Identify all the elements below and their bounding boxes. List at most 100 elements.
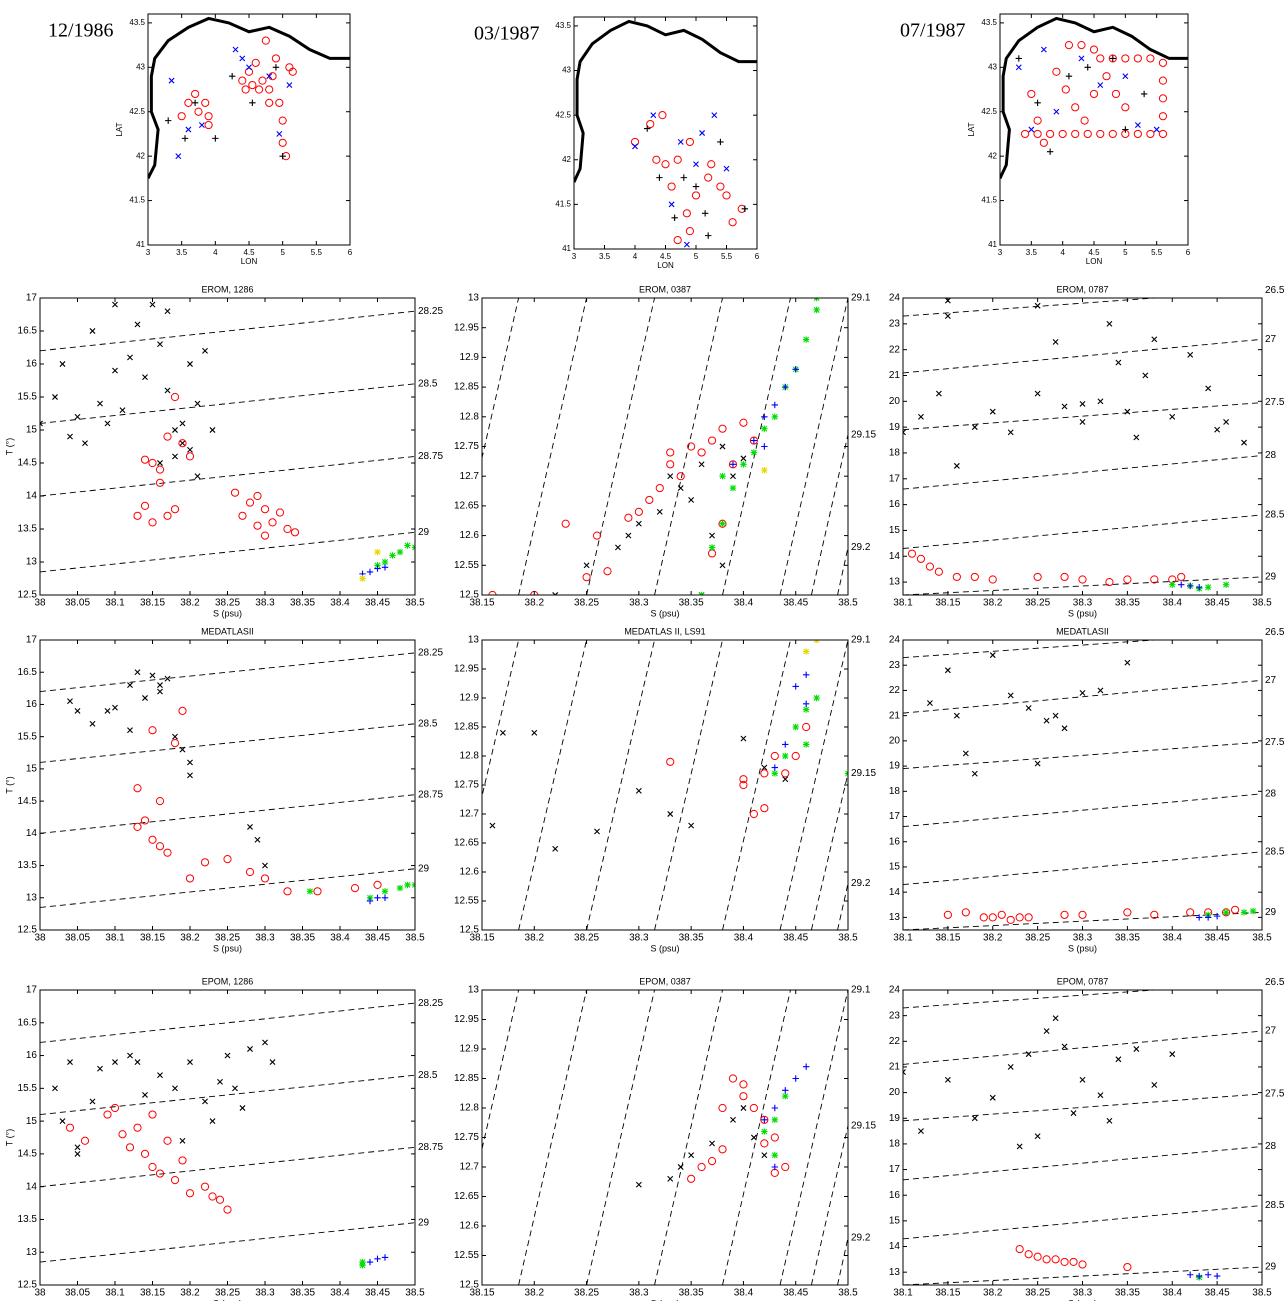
- point: [185, 1189, 195, 1198]
- y-tick-label: 42.5: [129, 107, 145, 116]
- point: [961, 908, 970, 917]
- y-tick-label: 42.5: [555, 110, 571, 119]
- isopycnal: [837, 883, 848, 930]
- plot-area: [40, 1002, 415, 1269]
- y-tick-label: 17: [889, 473, 901, 484]
- point: [208, 1192, 217, 1201]
- x-tick-label: 38.2: [983, 1288, 1003, 1299]
- point: [103, 1110, 112, 1119]
- point: [142, 1091, 148, 1098]
- axes-frame: [39, 989, 416, 1286]
- point: [1133, 434, 1140, 441]
- y-tick-label: 18: [889, 786, 901, 797]
- isopycnal-label: 28.25: [418, 648, 443, 659]
- point: [687, 442, 696, 451]
- point: [74, 1144, 81, 1151]
- point: [179, 420, 186, 427]
- y-tick-label: 14: [26, 491, 38, 502]
- point: [1007, 429, 1014, 436]
- isopycnal: [903, 1093, 1262, 1122]
- x-tick-label: 38.3: [255, 933, 275, 944]
- point: [1027, 89, 1036, 99]
- y-tick-label: 17: [889, 1164, 901, 1175]
- point: [802, 741, 810, 748]
- x-tick-label: 38.25: [1025, 598, 1050, 609]
- point: [127, 1052, 133, 1059]
- x-tick-label: 38.45: [365, 933, 390, 944]
- y-axis-label: T (°): [4, 776, 14, 793]
- x-tick-label: 38.4: [330, 1288, 350, 1299]
- point: [276, 130, 283, 137]
- y-tick-label: 13: [889, 577, 901, 588]
- y-tick-label: 16: [889, 499, 901, 510]
- point: [603, 567, 612, 576]
- point: [749, 1103, 758, 1113]
- x-axis-label: S (psu): [1068, 1298, 1097, 1301]
- y-tick-label: 13: [26, 1247, 38, 1258]
- x-tick-label: 5.5: [311, 248, 323, 257]
- x-tick-label: 38.45: [783, 1288, 808, 1299]
- point: [658, 111, 667, 120]
- point: [278, 138, 287, 147]
- point: [187, 446, 193, 453]
- x-tick-label: 4.5: [243, 248, 255, 257]
- coastline: [1000, 16, 1188, 180]
- point: [1158, 112, 1168, 121]
- point: [645, 495, 654, 505]
- isopycnal: [40, 383, 415, 424]
- x-tick-label: 38.5: [838, 598, 858, 609]
- point: [204, 112, 213, 121]
- point: [739, 775, 748, 784]
- x-tick-label: 38.35: [1115, 1288, 1140, 1299]
- point: [646, 119, 655, 129]
- point: [217, 1078, 223, 1085]
- y-tick-label: 12.65: [454, 1191, 479, 1202]
- axes-frame: [999, 13, 1189, 246]
- point: [761, 1152, 768, 1159]
- point: [1060, 910, 1069, 919]
- point: [97, 1065, 103, 1072]
- point: [697, 448, 706, 457]
- isopycnal-label: 29.15: [851, 429, 876, 440]
- point: [718, 424, 727, 433]
- point: [223, 1205, 232, 1214]
- plot-area: [903, 298, 1262, 595]
- point: [770, 1133, 779, 1142]
- point: [625, 532, 632, 539]
- isopycnal: [903, 338, 1262, 374]
- point: [1146, 129, 1155, 139]
- isopycnal-label: 29.1: [851, 293, 871, 304]
- point: [771, 1163, 778, 1171]
- point: [200, 1182, 210, 1191]
- y-tick-label: 19: [889, 1113, 901, 1124]
- x-tick-label: 6: [1186, 248, 1191, 257]
- point: [1052, 338, 1059, 345]
- isopycnal-label: 29: [1265, 1262, 1277, 1273]
- x-tick-label: 38.15: [140, 598, 165, 609]
- point: [1123, 575, 1132, 584]
- panel: 38 38.05 38.1 38.15 38.2 38.25 38.3 38.35 38.4 38…: [4, 976, 443, 1301]
- x-tick-label: 3: [146, 248, 151, 257]
- x-tick-label: 38.4: [330, 933, 350, 944]
- point: [232, 1085, 238, 1092]
- y-tick-label: 41: [562, 244, 571, 253]
- point: [1195, 914, 1203, 921]
- point: [170, 505, 180, 514]
- point: [728, 460, 738, 469]
- y-tick-label: 19: [889, 422, 901, 433]
- point: [1061, 403, 1068, 410]
- point: [1146, 54, 1155, 63]
- point: [770, 1168, 779, 1178]
- point: [926, 700, 933, 706]
- point: [1213, 1272, 1221, 1280]
- point: [288, 67, 297, 76]
- point: [1158, 129, 1168, 139]
- y-tick-label: 41.5: [555, 199, 571, 208]
- y-tick-label: 12.75: [454, 441, 479, 452]
- y-tick-label: 16: [889, 836, 901, 847]
- point: [771, 1116, 778, 1123]
- point: [1046, 148, 1054, 155]
- point: [359, 1262, 366, 1269]
- y-tick-label: 14.5: [18, 1149, 38, 1160]
- point: [944, 1076, 951, 1083]
